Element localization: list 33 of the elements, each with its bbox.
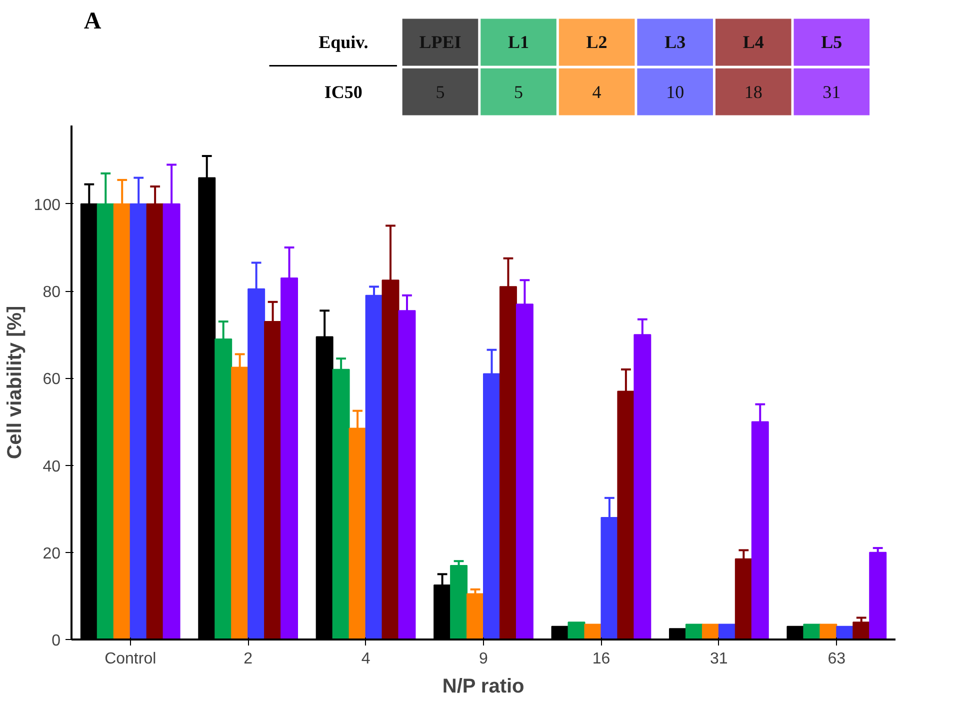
- text: LPEI: [419, 32, 462, 52]
- text: L2: [586, 32, 608, 52]
- text: 4: [592, 82, 602, 102]
- bar: [450, 564, 468, 640]
- y-tick-label: 80: [42, 284, 61, 302]
- text: 5: [436, 82, 445, 102]
- text: L3: [664, 32, 686, 52]
- y-tick-label: 40: [42, 458, 61, 476]
- bar: [466, 593, 484, 640]
- text: 10: [666, 82, 684, 102]
- text: 31: [822, 82, 841, 102]
- bar: [869, 552, 887, 640]
- x-tick-label: 2: [244, 650, 253, 668]
- y-tick-label: 60: [42, 371, 61, 388]
- text: L4: [742, 32, 764, 52]
- x-tick-label: 4: [361, 650, 370, 668]
- text: IC50: [324, 82, 362, 102]
- x-tick-label: 63: [828, 650, 846, 668]
- y-tick-label: 100: [34, 196, 61, 214]
- text: 5: [514, 82, 524, 102]
- y-tick-label: 20: [42, 545, 61, 562]
- text: L1: [508, 32, 530, 52]
- text: 18: [744, 82, 762, 102]
- x-tick-label: 9: [479, 650, 488, 668]
- legend-title: Equiv.: [318, 32, 368, 52]
- x-axis-title: N/P ratio: [442, 676, 524, 698]
- y-axis-title: Cell viability [%]: [4, 306, 26, 460]
- x-tick-label: 31: [710, 650, 728, 668]
- text: A: [84, 8, 102, 34]
- y-tick-label: 0: [52, 632, 61, 650]
- text: L5: [821, 32, 842, 52]
- x-tick-label: Control: [104, 650, 156, 668]
- x-tick-label: 16: [592, 650, 610, 668]
